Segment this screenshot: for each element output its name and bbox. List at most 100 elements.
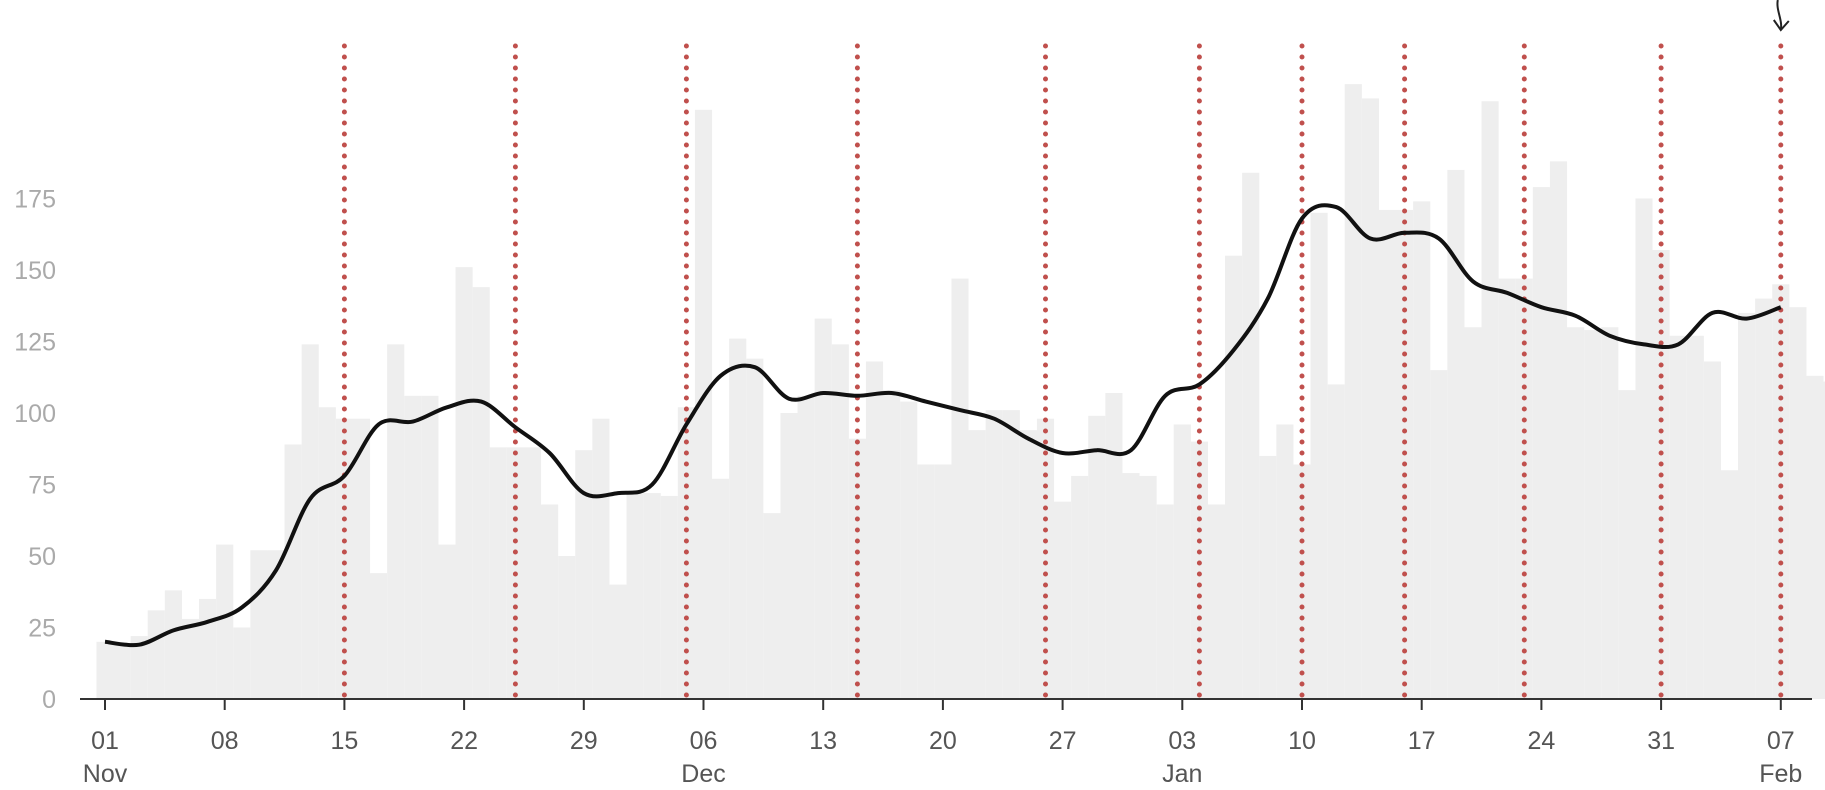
daily-bar (404, 395, 422, 699)
daily-bar (1054, 501, 1072, 699)
x-tick-day-label: 27 (1049, 727, 1077, 755)
daily-bar (934, 464, 952, 699)
daily-bar (712, 478, 730, 699)
x-tick-day-label: 10 (1288, 727, 1316, 755)
daily-bar (1686, 335, 1704, 699)
daily-bar (1276, 424, 1294, 699)
daily-bar (1293, 464, 1311, 699)
daily-bar (694, 109, 713, 700)
y-axis-labels: 0 25 50 75 100 125 150 175 (14, 186, 56, 715)
daily-bar (1755, 298, 1773, 699)
daily-bar (267, 550, 285, 699)
x-tick-day-label: 22 (450, 727, 478, 755)
daily-bar (1806, 375, 1824, 699)
daily-bar (780, 413, 798, 699)
daily-bar (1498, 278, 1516, 699)
daily-bar (968, 430, 986, 699)
daily-bar (1019, 430, 1037, 699)
daily-bar (1464, 327, 1482, 699)
daily-bar (1242, 172, 1260, 699)
daily-bar (1071, 475, 1089, 699)
x-tick-day-label: 01 (91, 727, 119, 755)
daily-bar (1344, 84, 1362, 700)
daily-bar (387, 344, 405, 699)
daily-bar (797, 395, 815, 699)
daily-bar (472, 287, 490, 699)
daily-bar (250, 550, 268, 699)
daily-bar (592, 418, 610, 699)
daily-bar (1481, 101, 1499, 699)
x-tick-day-label: 29 (570, 727, 598, 755)
daily-bar (233, 627, 251, 699)
daily-bar (643, 493, 661, 699)
daily-bar (1823, 381, 1825, 699)
daily-bar (1789, 307, 1807, 699)
daily-bar (660, 495, 678, 699)
y-tick-label: 175 (14, 186, 56, 214)
daily-bar (1618, 390, 1636, 699)
daily-bar (352, 418, 371, 699)
daily-bar (1105, 392, 1123, 699)
daily-bar (1173, 424, 1191, 699)
x-tick-day-label: 07 (1767, 727, 1795, 755)
daily-bar (147, 610, 165, 699)
daily-bar (1703, 361, 1721, 699)
daily-bar (1259, 455, 1277, 699)
x-tick-day-label: 24 (1527, 727, 1555, 755)
y-tick-label: 50 (28, 543, 56, 571)
daily-bar (370, 573, 388, 699)
daily-bar (1378, 209, 1397, 699)
x-tick-day-label: 13 (809, 727, 837, 755)
daily-bar (814, 318, 832, 699)
daily-bar (1720, 470, 1739, 699)
daily-bars (96, 84, 1825, 700)
daily-bar (181, 618, 200, 699)
x-tick-month-label: Nov (83, 760, 128, 788)
daily-bar (335, 418, 353, 699)
daily-bar (883, 390, 901, 699)
daily-bar (421, 395, 439, 699)
x-tick-month-label: Dec (681, 760, 725, 788)
daily-bar (746, 358, 764, 699)
daily-bar (1207, 504, 1226, 699)
daily-bar (1413, 201, 1431, 700)
annotation-arrow-shaft (1776, 0, 1783, 31)
y-tick-label: 75 (28, 472, 56, 500)
daily-bar (1549, 161, 1568, 699)
daily-bar (985, 410, 1003, 699)
y-tick-label: 25 (28, 615, 56, 643)
daily-bar (1430, 370, 1448, 699)
x-tick-day-label: 20 (929, 727, 957, 755)
daily-bar (626, 493, 644, 699)
annotation-arrow-head (1772, 19, 1790, 32)
y-tick-label: 150 (14, 257, 56, 285)
daily-bar (130, 636, 148, 699)
daily-bar (1584, 330, 1602, 699)
daily-bar (1772, 284, 1790, 699)
daily-bar (1361, 98, 1379, 699)
daily-bar (1635, 198, 1653, 699)
daily-bar (1310, 212, 1328, 700)
daily-bar (900, 401, 918, 699)
daily-bar (301, 344, 319, 699)
average-line (104, 203, 1782, 648)
x-tick-day-label: 06 (690, 727, 718, 755)
x-tick-day-label: 17 (1408, 727, 1436, 755)
daily-bar (848, 438, 866, 699)
daily-bar (865, 361, 884, 699)
daily-bar (523, 447, 542, 699)
daily-bar (831, 344, 849, 699)
x-tick-day-label: 08 (211, 727, 239, 755)
daily-bar (216, 544, 234, 699)
daily-bar (1515, 278, 1533, 699)
daily-bar (455, 267, 473, 699)
daily-bar (917, 464, 935, 699)
daily-bar (729, 338, 747, 699)
daily-bar (1088, 415, 1106, 699)
daily-bar (1225, 255, 1243, 699)
reference-lines (341, 43, 1784, 702)
x-tick-day-label: 15 (330, 727, 358, 755)
average-line-group (104, 203, 1782, 648)
y-tick-label: 0 (42, 686, 56, 714)
